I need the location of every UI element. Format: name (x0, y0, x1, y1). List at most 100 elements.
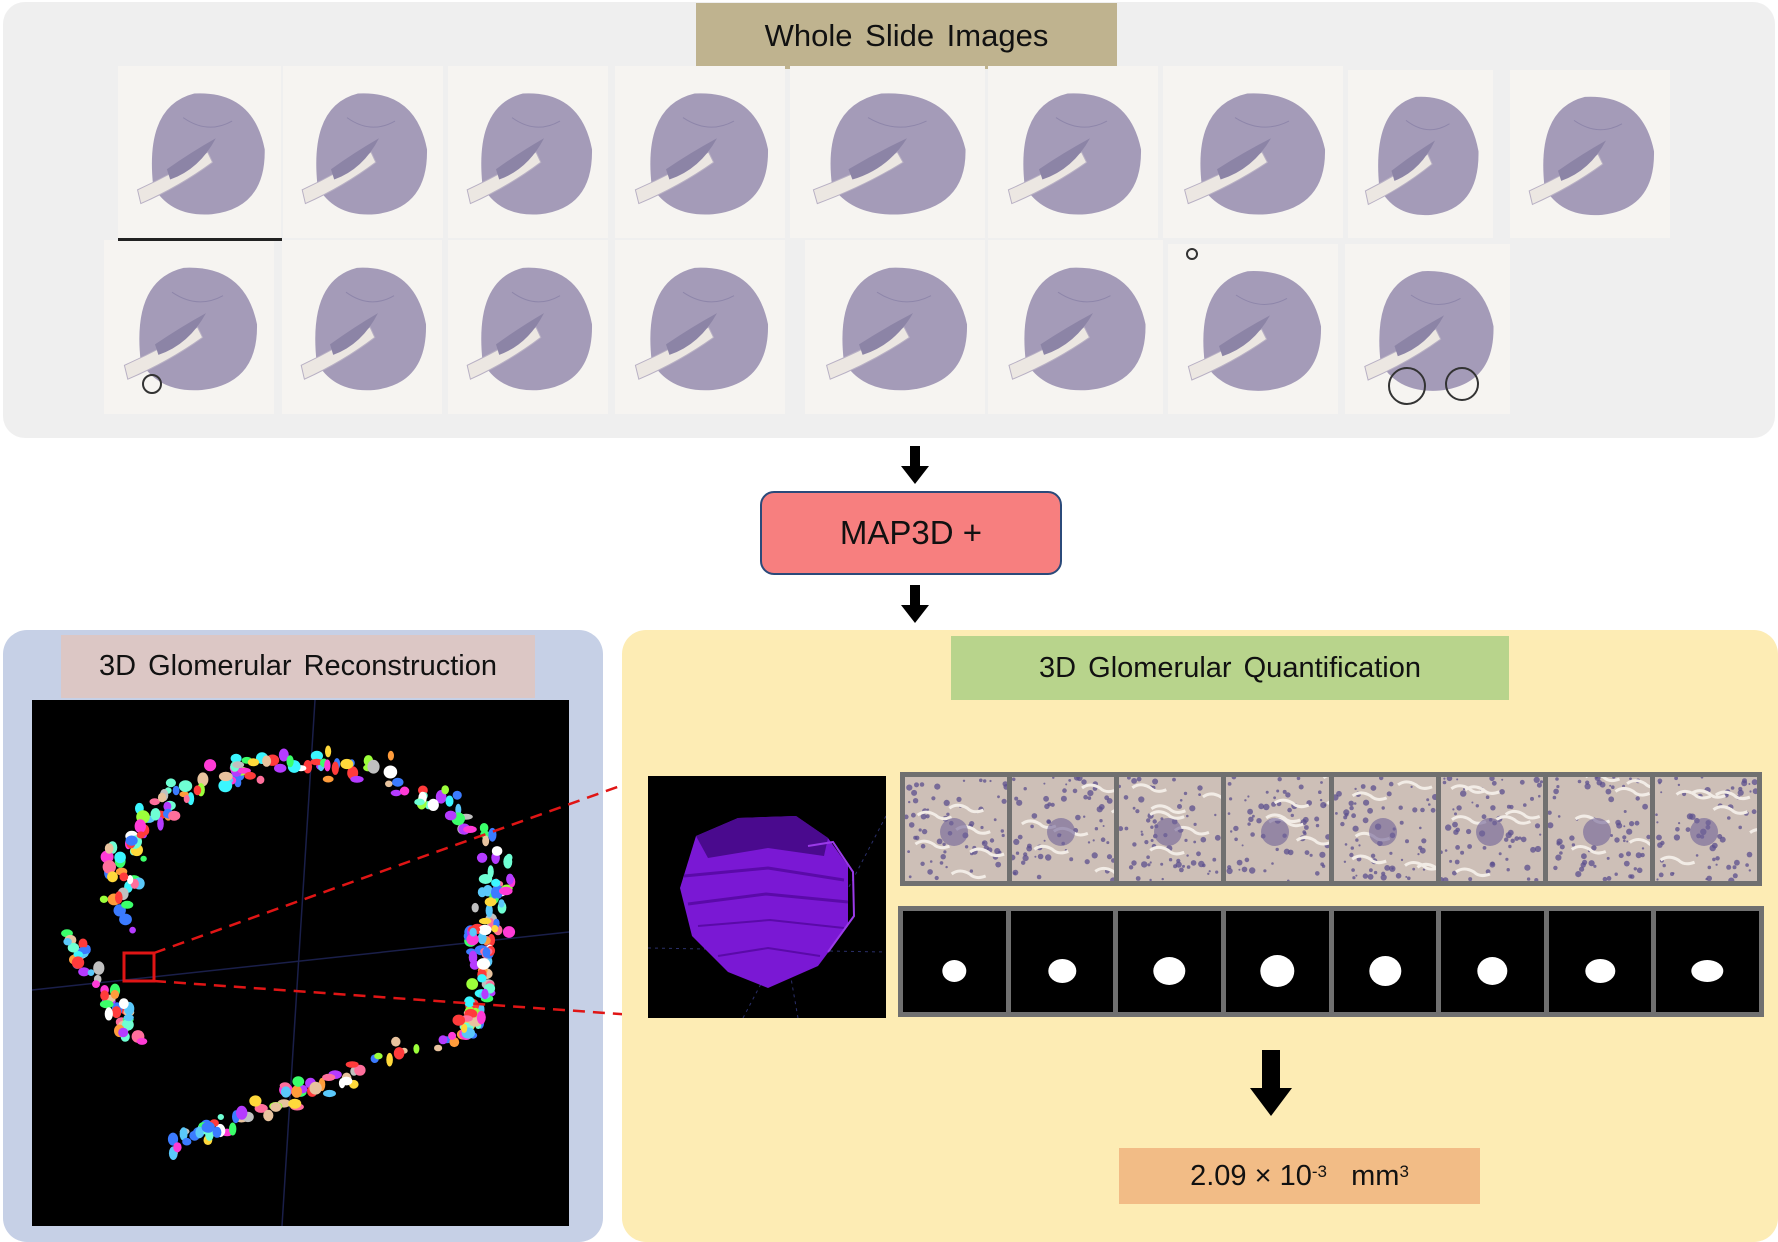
glomerulus-dot (193, 785, 202, 796)
glomerulus-dot (183, 795, 190, 803)
glomerulus-dot (461, 1023, 468, 1033)
glomerulus-dot (99, 895, 108, 903)
histology-patch (1547, 777, 1650, 881)
histology-patch (1654, 777, 1757, 881)
glomerulus-dot (499, 886, 513, 896)
glomerulus-dot (218, 771, 233, 782)
glomerulus-dot (383, 765, 398, 779)
glomerulus-dot (280, 1086, 291, 1098)
glomerulus-dot (107, 871, 118, 883)
segmentation-mask (1548, 911, 1652, 1012)
glomerulus-dot (134, 819, 146, 834)
glomerulus-dot (167, 1132, 179, 1146)
result-value: 2.09 × 10 (1190, 1159, 1312, 1192)
glomerulus-dot (121, 900, 134, 909)
glomerulus-dot (78, 967, 90, 977)
glomerulus-dot (491, 886, 499, 899)
glomerulus-dot (270, 1102, 282, 1112)
glomerulus-dot (237, 767, 251, 774)
glomerulus-dot (479, 823, 489, 833)
glomerulus-dot (129, 926, 136, 934)
result-unit: mm (1351, 1159, 1400, 1192)
glomerulus-dot (340, 758, 354, 770)
wsi-thumbnail (104, 240, 274, 414)
result-exponent: -3 (1311, 1162, 1327, 1181)
result-unit-exponent: 3 (1399, 1162, 1409, 1181)
glomerulus-dot (229, 1122, 237, 1136)
glomerulus-dot (118, 1027, 129, 1038)
histology-patch (1333, 777, 1436, 881)
glomerulus-dot (119, 872, 129, 882)
glomerulus-dot (476, 852, 488, 863)
glomerulus-dot (212, 1126, 222, 1138)
glomerulus-dot (482, 947, 491, 958)
glomerulus-dot (291, 1085, 303, 1098)
glomerulus-dot (323, 1089, 336, 1098)
glomerulus-dot (263, 1109, 274, 1122)
glomerulus-dot (100, 990, 109, 1001)
glomerulus-dot (491, 878, 501, 887)
glomerulus-dot (478, 924, 492, 936)
wsi-thumbnail (282, 240, 442, 414)
glomerulus-dot (452, 790, 462, 800)
wsi-thumbnail (283, 66, 443, 238)
wsi-thumbnail (1168, 244, 1338, 414)
glomerulus-dot (71, 956, 85, 969)
glomerulus-dot (73, 951, 83, 958)
wsi-title: Whole Slide Images (696, 3, 1117, 69)
glomerulus-dot (479, 917, 492, 925)
histology-patch (1226, 777, 1329, 881)
glomerulus-dot (218, 779, 233, 793)
segmentation-mask (1225, 911, 1329, 1012)
glomerulus-dot (476, 958, 491, 970)
glomerulus-dot (179, 1127, 188, 1141)
glomerulus-dot (503, 855, 513, 869)
glomerulus-dot (182, 1137, 192, 1146)
arrow-down-icon (901, 446, 929, 484)
glomerulus-dot (236, 1105, 248, 1120)
scale-bar (118, 238, 282, 241)
wsi-thumbnail (615, 66, 785, 238)
glomerulus-dot (464, 996, 475, 1008)
glomerulus-dot (92, 980, 100, 988)
glomerulus-dot (292, 1076, 305, 1087)
glomerulus-dot (322, 775, 334, 783)
wsi-thumbnail (988, 240, 1163, 414)
glomerulus-dot (445, 795, 454, 807)
reconstruction-title: 3D Glomerular Reconstruction (61, 635, 535, 698)
glomerulus-dot (204, 759, 217, 772)
wsi-thumbnail (615, 240, 785, 414)
glomerulus-dot (110, 989, 120, 999)
wsi-thumbnail (1348, 70, 1493, 238)
segmentation-mask (1333, 911, 1437, 1012)
wsi-thumbnail (448, 240, 608, 414)
glomerulus-dot (99, 1000, 114, 1009)
glomerulus-dot (345, 1061, 359, 1068)
glomerulus-dot (331, 761, 339, 775)
glomerulus-dot (444, 810, 457, 821)
wsi-thumbnail (1510, 70, 1670, 238)
glomerulus-3d-render (647, 776, 887, 1019)
glomerulus-dot (367, 759, 380, 774)
glomerulus-dot (309, 1081, 322, 1095)
selected-glomerulus-box (122, 951, 156, 983)
glomerulus-dot (254, 1103, 268, 1113)
segmentation-mask (1118, 911, 1221, 1012)
glomerulus-dot (136, 831, 146, 839)
glomerulus-dot (93, 961, 105, 975)
histology-patch-strip (900, 772, 1762, 886)
glomerulus-dot (87, 969, 95, 976)
glomerulus-dot (463, 825, 477, 833)
glomerulus-dot (303, 760, 313, 774)
glomerulus-dot (340, 1076, 353, 1086)
wsi-thumbnail (790, 66, 985, 238)
arrow-down-icon (901, 585, 929, 623)
glomerulus-dot (385, 780, 393, 788)
glomerulus-dot (506, 873, 514, 885)
glomerulus-dot (140, 855, 147, 862)
glomerulus-dot (310, 758, 324, 766)
glomerulus-dot (217, 1114, 224, 1120)
glomerulus-dot (150, 808, 161, 821)
glomerulus-dot (310, 750, 323, 762)
glomerulus-dot (471, 902, 479, 913)
